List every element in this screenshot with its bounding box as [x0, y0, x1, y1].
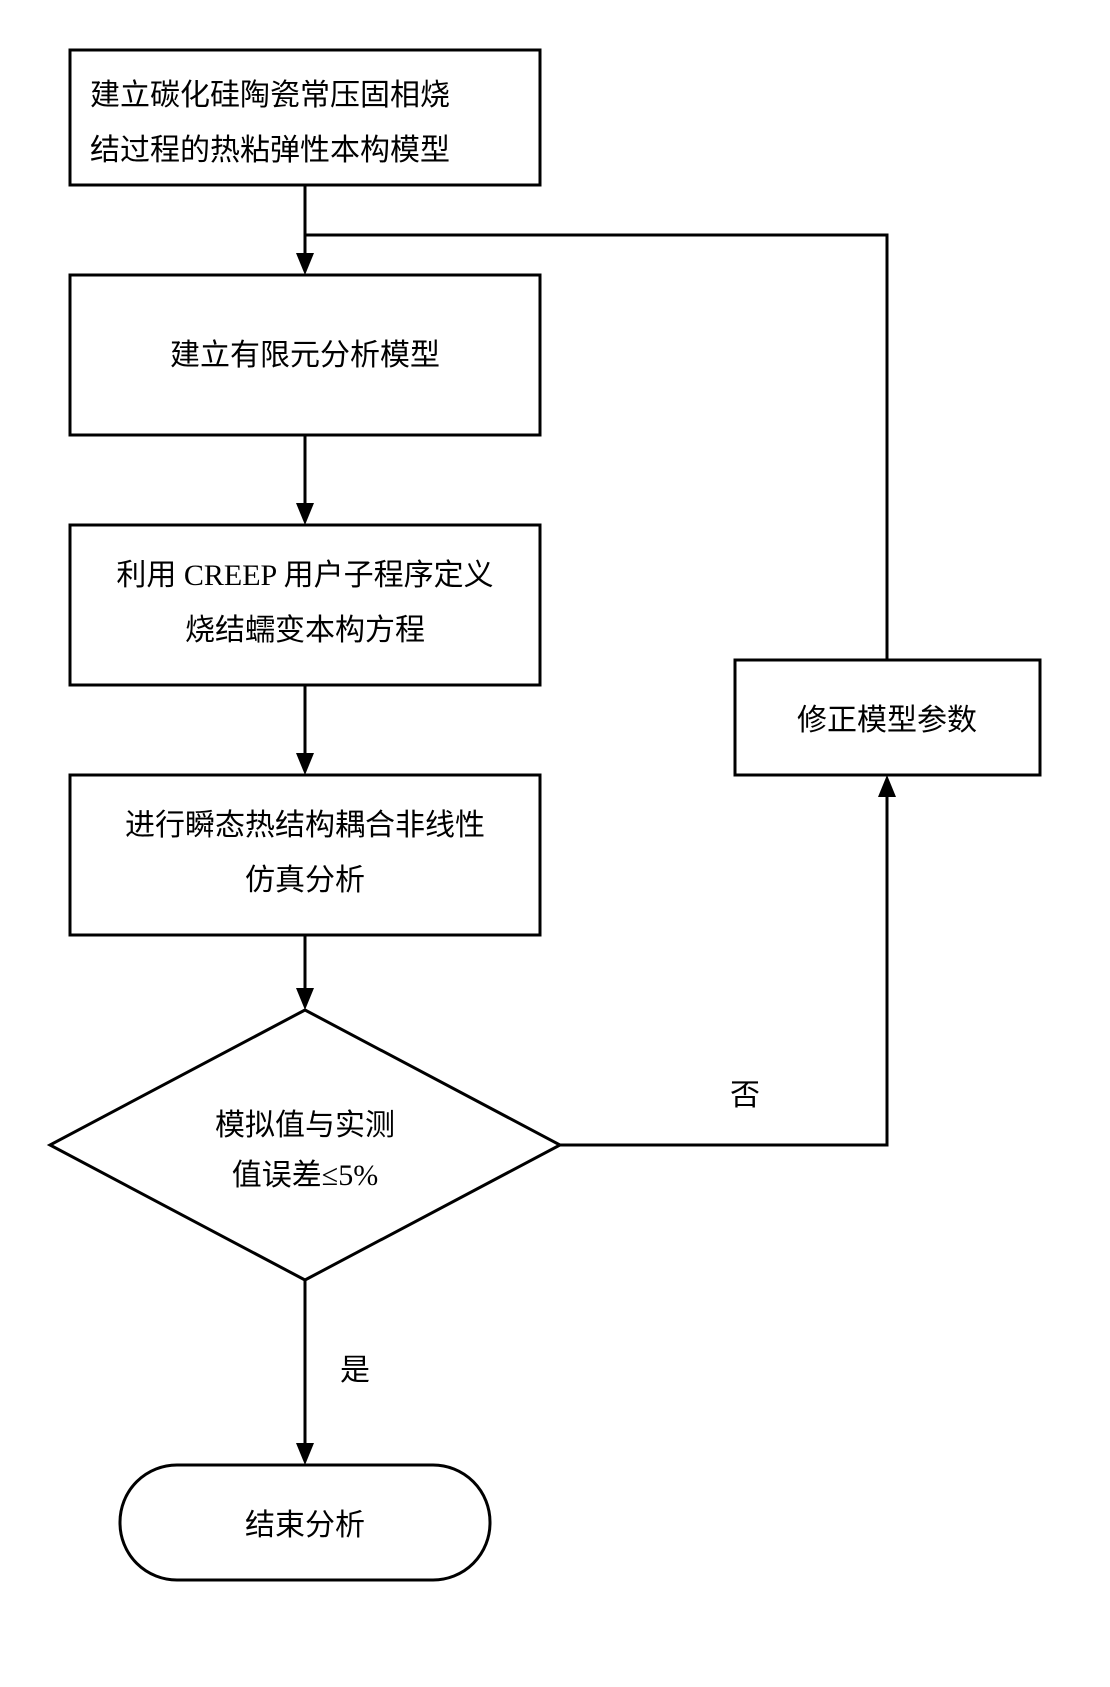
node-text: 进行瞬态热结构耦合非线性 — [125, 809, 485, 842]
node-n2: 建立有限元分析模型 — [70, 275, 540, 435]
node-n4: 进行瞬态热结构耦合非线性仿真分析 — [70, 775, 540, 935]
nodes-layer: 建立碳化硅陶瓷常压固相烧结过程的热粘弹性本构模型建立有限元分析模型利用 CREE… — [50, 50, 1040, 1580]
node-n5: 模拟值与实测值误差≤5% — [50, 1010, 560, 1280]
node-text: 建立碳化硅陶瓷常压固相烧 — [90, 79, 450, 112]
edge: 是 — [305, 1280, 370, 1445]
node-text: 利用 CREEP 用户子程序定义 — [116, 559, 493, 592]
node-n7: 修正模型参数 — [735, 660, 1040, 775]
node-text: 烧结蠕变本构方程 — [185, 614, 425, 647]
node-text: 结束分析 — [245, 1509, 365, 1542]
node-text: 修正模型参数 — [797, 704, 977, 737]
edge: 否 — [560, 795, 887, 1145]
node-text: 模拟值与实测 — [215, 1109, 395, 1142]
edge-label: 否 — [730, 1079, 760, 1112]
node-text: 值误差≤5% — [232, 1159, 378, 1192]
node-n1: 建立碳化硅陶瓷常压固相烧结过程的热粘弹性本构模型 — [70, 50, 540, 185]
node-n6: 结束分析 — [120, 1465, 490, 1580]
node-n3: 利用 CREEP 用户子程序定义烧结蠕变本构方程 — [70, 525, 540, 685]
node-text: 仿真分析 — [245, 864, 365, 897]
node-text: 结过程的热粘弹性本构模型 — [90, 134, 450, 167]
edge-label: 是 — [340, 1354, 370, 1387]
node-text: 建立有限元分析模型 — [170, 339, 440, 372]
